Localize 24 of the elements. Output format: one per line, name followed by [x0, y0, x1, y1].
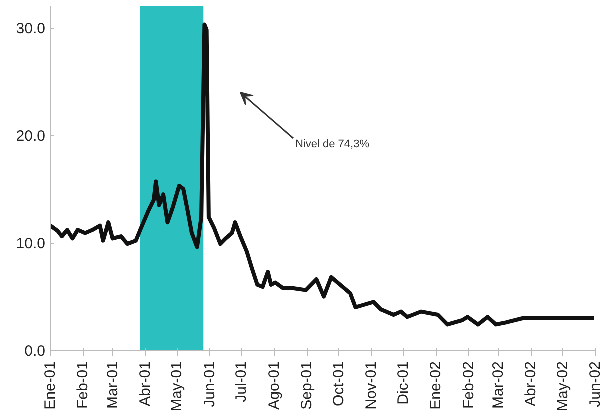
- x-tick-label: May-01: [168, 361, 186, 412]
- x-tick-label: Jun-01: [201, 361, 218, 408]
- y-tick-label: 10.0: [16, 236, 46, 252]
- x-tick-label: Ago-01: [266, 361, 283, 410]
- x-tick-label: Feb-02: [460, 361, 478, 410]
- x-tick-label: Mar-01: [104, 361, 122, 410]
- y-tick-label: 0.0: [24, 343, 46, 360]
- x-tick-label: Nov-01: [363, 361, 380, 410]
- x-tick-label: Abr-01: [137, 361, 154, 407]
- y-tick-label: 20.0: [16, 128, 46, 145]
- x-tick-label: May-02: [554, 361, 572, 412]
- x-tick-label: Jun-02: [587, 361, 604, 408]
- x-tick-label: Dic-01: [394, 361, 412, 405]
- x-tick-label: Jul-01: [233, 361, 250, 402]
- x-tick-label: Sep-01: [298, 361, 316, 410]
- annotation: Nivel de 74,3%: [296, 138, 370, 150]
- x-tick-label: Abr-02: [522, 361, 540, 407]
- y-tick-label: 30.0: [16, 20, 46, 38]
- x-tick-label: Ene-02: [428, 361, 445, 410]
- line-series: [50, 22, 596, 327]
- x-tick-label: Ene-01: [42, 361, 59, 410]
- x-tick-label: Mar-02: [490, 361, 507, 410]
- x-tick-label: Oct-01: [330, 362, 348, 407]
- x-tick-label: Feb-01: [74, 361, 92, 410]
